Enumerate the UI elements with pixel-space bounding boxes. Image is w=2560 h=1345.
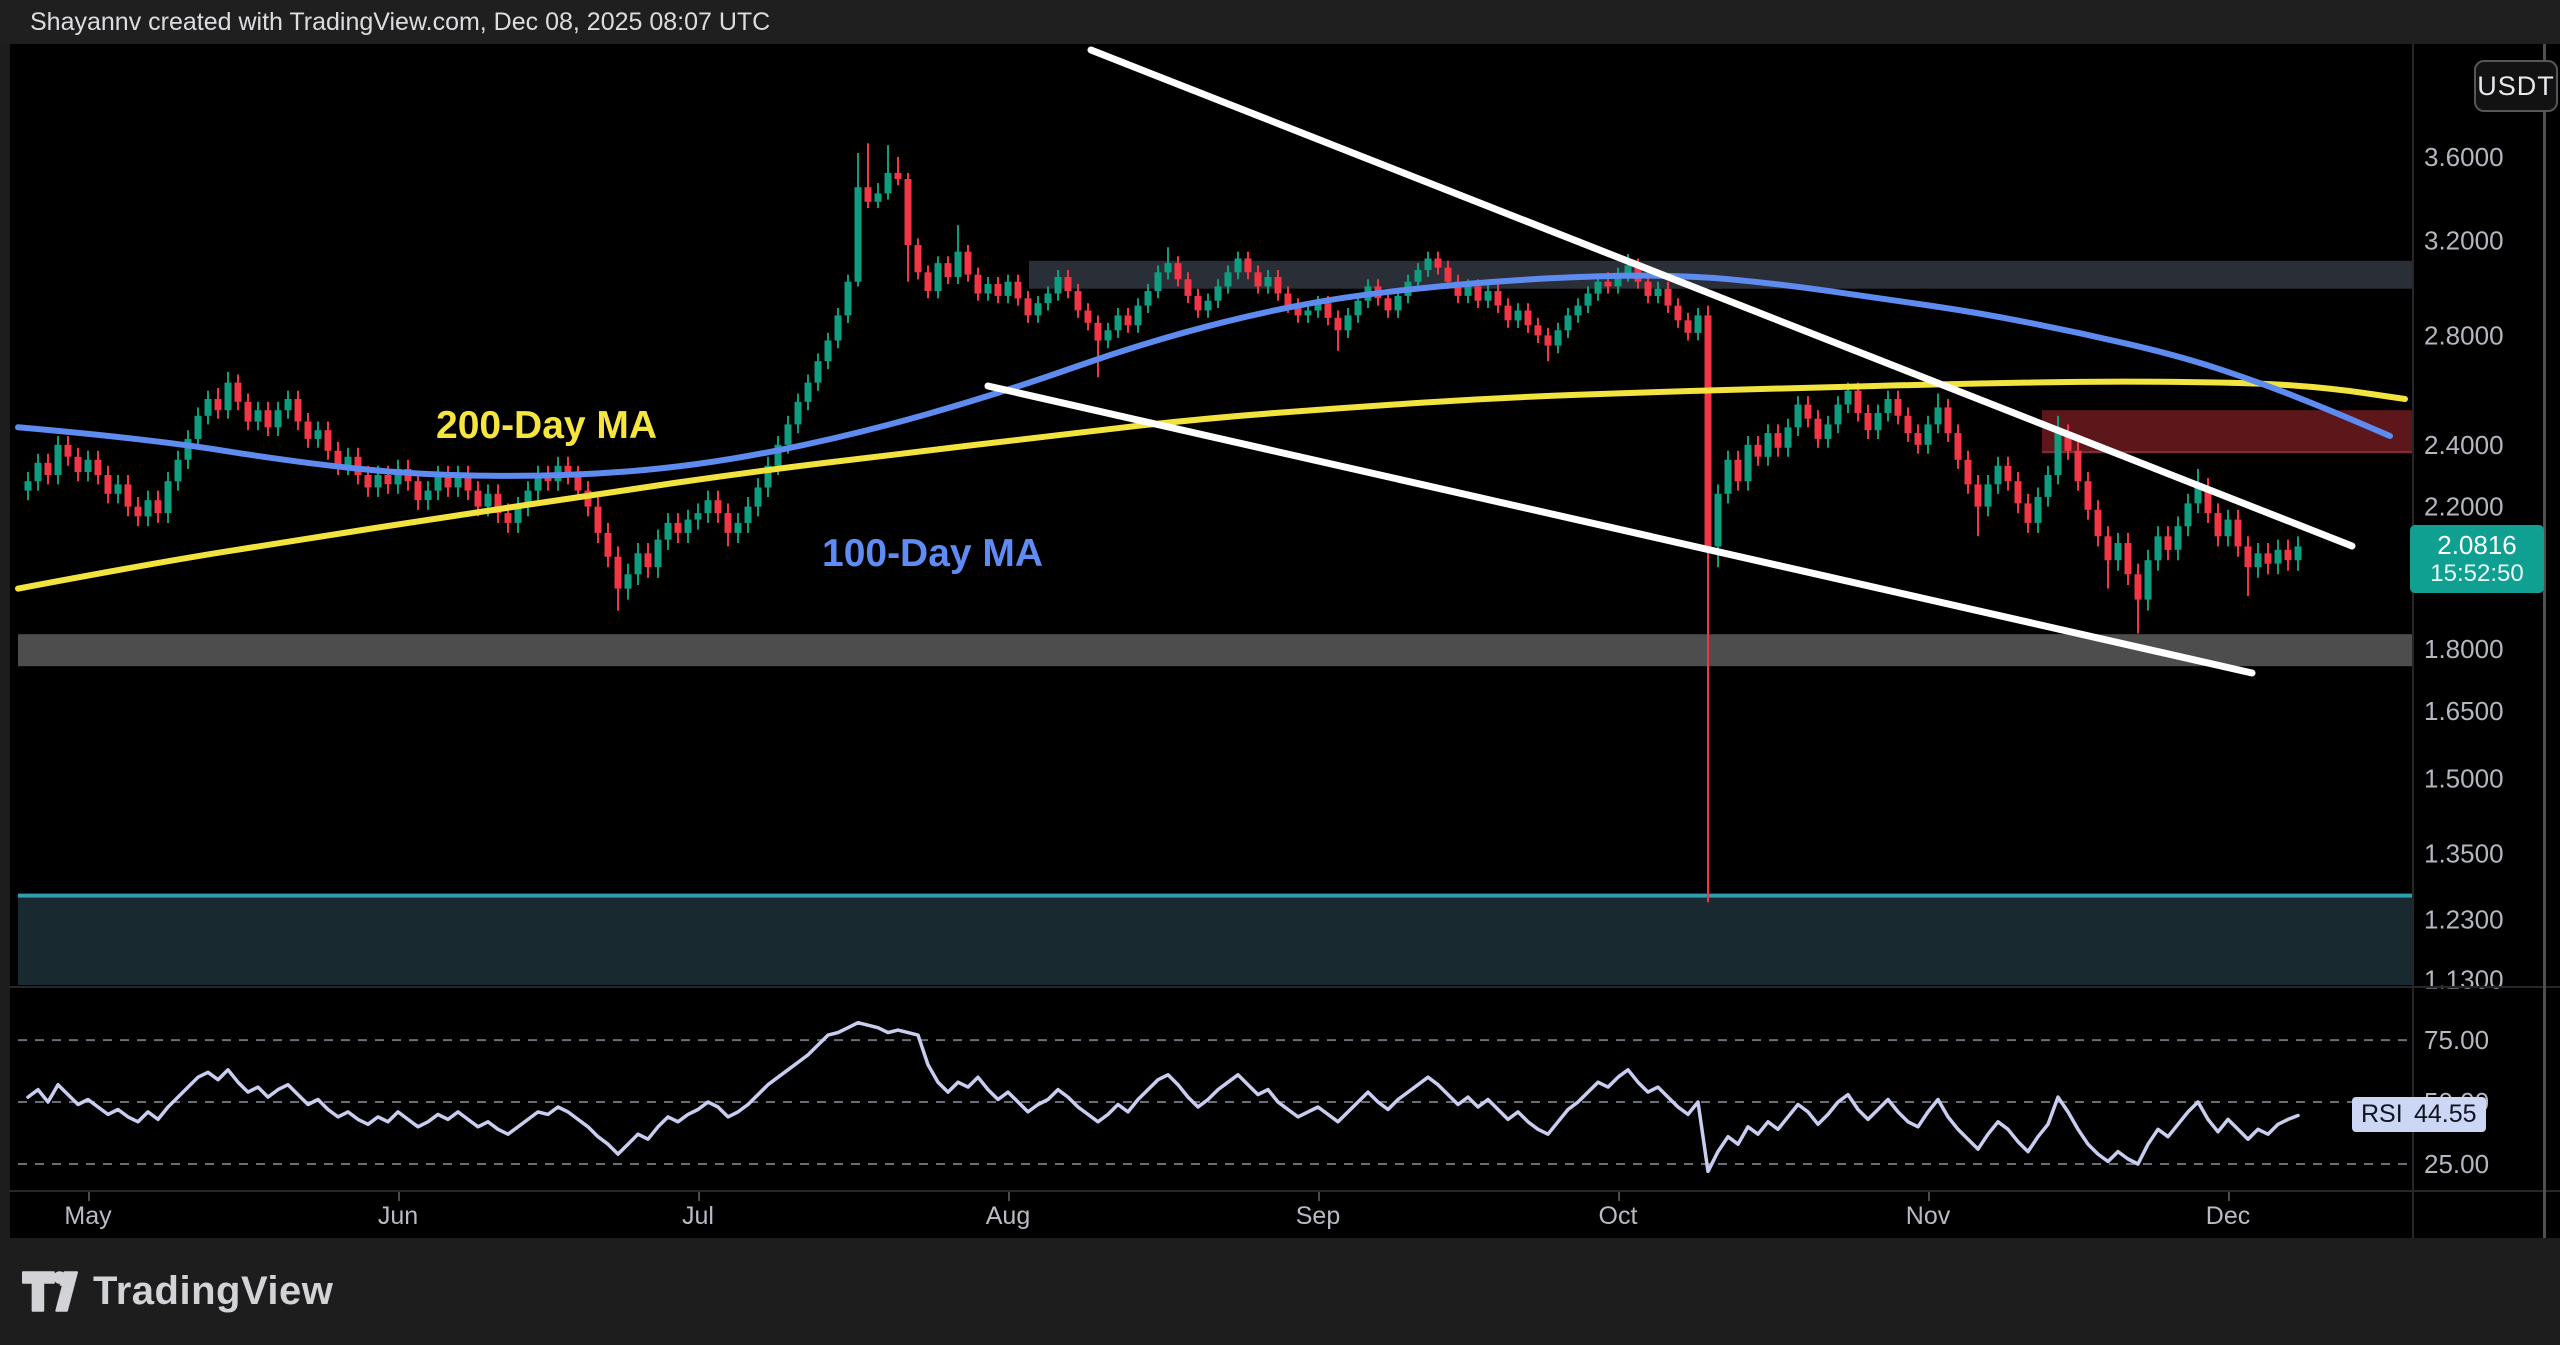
candles-series[interactable] bbox=[24, 143, 2302, 903]
month-label: Dec bbox=[2206, 1202, 2250, 1230]
rsi-line[interactable] bbox=[26, 1020, 2300, 1174]
month-label: Oct bbox=[1599, 1202, 1638, 1230]
tradingview-logo-icon[interactable] bbox=[22, 1271, 78, 1312]
price-tick-label: 1.2300 bbox=[2424, 904, 2504, 934]
price-tick-label: 1.6500 bbox=[2424, 696, 2504, 726]
price-tick-label: 1.8000 bbox=[2424, 634, 2504, 664]
ma200-label[interactable]: 200-Day MA bbox=[436, 404, 658, 447]
month-label: Sep bbox=[1296, 1202, 1340, 1230]
rsi-indicator-badge[interactable]: RSI bbox=[2352, 1097, 2412, 1132]
scrollbar[interactable] bbox=[2543, 44, 2546, 1238]
price-axis[interactable] bbox=[2414, 44, 2560, 1190]
price-tick-label: 1.1300 bbox=[2424, 965, 2504, 995]
price-tick-label: 3.2000 bbox=[2424, 226, 2504, 256]
quote-currency-badge: USDT bbox=[2474, 60, 2558, 112]
price-tick-label: 2.2000 bbox=[2424, 492, 2504, 522]
upper-resistance-trendline[interactable] bbox=[1087, 46, 2356, 550]
price-tick-label: 1.5000 bbox=[2424, 764, 2504, 794]
month-label: May bbox=[64, 1202, 112, 1230]
tradingview-brand-text[interactable]: TradingView bbox=[93, 1269, 334, 1313]
time-axis[interactable] bbox=[0, 1192, 2560, 1238]
chart-attribution-title: Shayannv created with TradingView.com, D… bbox=[30, 8, 771, 36]
month-label: Jul bbox=[682, 1202, 714, 1230]
price-tick-label: 1.3500 bbox=[2424, 838, 2504, 868]
ma100-line[interactable] bbox=[15, 272, 2393, 479]
rsi-value-badge: 44.55 bbox=[2405, 1097, 2486, 1132]
support-resistance-zones[interactable] bbox=[18, 260, 2412, 985]
current-price-value: 2.0816 bbox=[2437, 530, 2517, 560]
price-tick-label: 3.6000 bbox=[2424, 142, 2504, 172]
month-label: Aug bbox=[986, 1202, 1030, 1230]
footer-bar: TradingView bbox=[0, 1238, 2560, 1345]
price-tick-label: 2.8000 bbox=[2424, 320, 2504, 350]
demand-zone bbox=[18, 895, 2412, 985]
rsi-level-label: 25.00 bbox=[2424, 1149, 2489, 1179]
month-label: Jun bbox=[378, 1202, 418, 1230]
lower-channel-trendline[interactable] bbox=[984, 382, 2256, 677]
ma100-label[interactable]: 100-Day MA bbox=[822, 532, 1044, 575]
rsi-level-label: 75.00 bbox=[2424, 1025, 2489, 1055]
support-zone bbox=[18, 634, 2412, 667]
price-tick-label: 2.4000 bbox=[2424, 430, 2504, 460]
chart-header-bar: Shayannv created with TradingView.com, D… bbox=[0, 0, 2560, 44]
month-label: Nov bbox=[1906, 1202, 1951, 1230]
current-price-badge: 2.0816 15:52:50 bbox=[2410, 525, 2544, 593]
ma200-line[interactable] bbox=[15, 378, 2408, 592]
candle-countdown-timer: 15:52:50 bbox=[2430, 560, 2524, 587]
